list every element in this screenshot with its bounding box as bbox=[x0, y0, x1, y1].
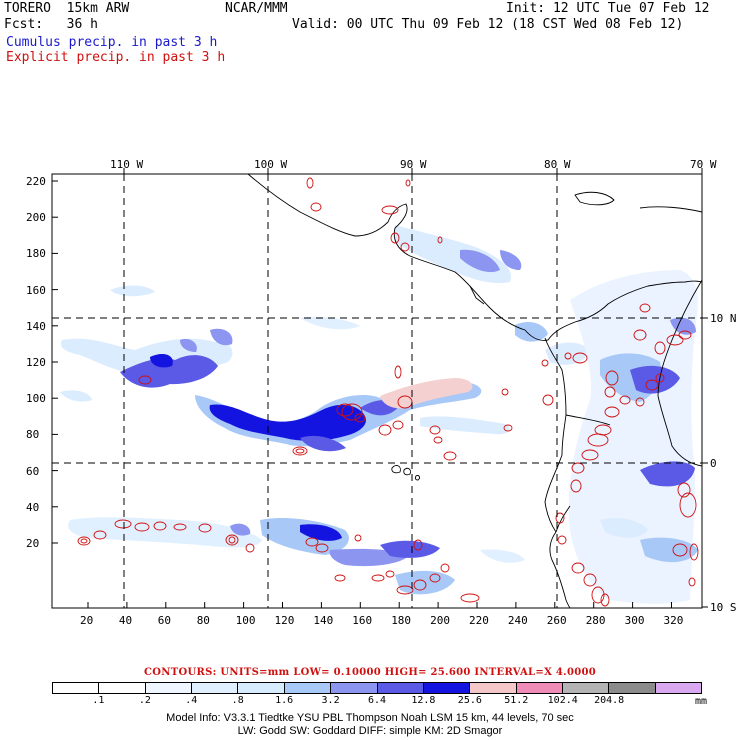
lon-label-90w: 90 W bbox=[400, 158, 427, 171]
forecast-hour: Fcst: 36 h bbox=[4, 17, 98, 32]
model-title: TORERO 15km ARW bbox=[4, 1, 130, 16]
color-scale-label: .2 bbox=[138, 695, 151, 706]
color-scale-label: .1 bbox=[92, 695, 105, 706]
lon-label-110w: 110 W bbox=[110, 158, 144, 171]
lon-label-80w: 80 W bbox=[544, 158, 571, 171]
color-scale-label: 12.8 bbox=[411, 695, 436, 706]
grid-y-tick-label: 80 bbox=[26, 428, 40, 442]
color-scale-swatch bbox=[655, 683, 702, 693]
grid-x-tick-label: 100 bbox=[235, 614, 256, 627]
color-scale-label: .8 bbox=[231, 695, 244, 706]
color-scale-label: .4 bbox=[185, 695, 198, 706]
grid-x-tick-label: 20 bbox=[80, 614, 94, 627]
color-scale-swatch bbox=[192, 683, 239, 693]
color-scale-swatch bbox=[331, 683, 378, 693]
cumulus-precip-areas bbox=[60, 225, 698, 604]
color-scale-label: 25.6 bbox=[457, 695, 482, 706]
color-scale bbox=[52, 682, 702, 694]
color-scale-label: 3.2 bbox=[321, 695, 340, 706]
color-scale-label: 51.2 bbox=[504, 695, 529, 706]
grid-x-tick-label: 260 bbox=[546, 614, 567, 627]
grid-x-tick-label: 220 bbox=[469, 614, 489, 627]
color-scale-swatch bbox=[562, 683, 610, 693]
color-scale-swatch bbox=[609, 683, 656, 693]
color-scale-swatch bbox=[470, 683, 517, 693]
model-info-line1: Model Info: V3.3.1 Tiedtke YSU PBL Thomp… bbox=[166, 712, 574, 724]
grid-x-tick-label: 140 bbox=[313, 614, 334, 627]
grid-y-tick-label: 100 bbox=[26, 392, 46, 406]
contours-info: CONTOURS: UNITS=mm LOW= 0.10000 HIGH= 25… bbox=[144, 667, 596, 678]
color-scale-swatch bbox=[284, 683, 332, 693]
grid-x-tick-label: 240 bbox=[507, 614, 528, 627]
model-info-line2: LW: Godd SW: Goddard DIFF: simple KM: 2D… bbox=[237, 725, 503, 737]
grid-x-tick-label: 180 bbox=[391, 614, 412, 627]
grid-y-tick-label: 200 bbox=[26, 211, 46, 225]
color-scale-label: 1.6 bbox=[275, 695, 294, 706]
color-scale-swatch bbox=[377, 683, 424, 693]
lat-label-0: 0 bbox=[710, 457, 717, 470]
lat-label-10n: 10 N bbox=[710, 312, 737, 325]
grid-x-tick-label: 60 bbox=[157, 614, 172, 627]
lon-label-70w: 70 W bbox=[690, 158, 717, 171]
grid-y-tick-label: 140 bbox=[26, 319, 46, 333]
grid-y-tick-label: 60 bbox=[26, 464, 40, 478]
lon-label-100w: 100 W bbox=[254, 158, 288, 171]
grid-x-tick-label: 80 bbox=[196, 614, 210, 627]
grid-x-tick-label: 280 bbox=[585, 614, 606, 627]
grid-y-tick-label: 40 bbox=[26, 500, 40, 514]
grid-y-tick-label: 160 bbox=[26, 283, 46, 297]
valid-time: Valid: 00 UTC Thu 09 Feb 12 (18 CST Wed … bbox=[292, 17, 684, 32]
precip-map bbox=[51, 168, 708, 609]
color-scale-swatch bbox=[238, 683, 285, 693]
grid-y-tick-label: 180 bbox=[26, 247, 46, 261]
color-scale-label: 102.4 bbox=[547, 695, 578, 706]
grid-x-tick-label: 200 bbox=[430, 614, 450, 627]
grid-x-tick-label: 320 bbox=[663, 614, 684, 627]
grid-x-tick-label: 160 bbox=[352, 614, 373, 627]
legend-explicit: Explicit precip. in past 3 h bbox=[6, 50, 226, 65]
lat-label-10s: 10 S bbox=[710, 601, 737, 614]
org-label: NCAR/MMM bbox=[225, 1, 288, 16]
grid-x-tick-label: 300 bbox=[624, 614, 645, 627]
color-scale-label: 6.4 bbox=[367, 695, 387, 706]
grid-x-tick-label: 120 bbox=[274, 614, 295, 627]
coastlines bbox=[247, 173, 703, 609]
grid-y-tick-label: 20 bbox=[26, 537, 40, 550]
scale-unit: mm bbox=[695, 696, 708, 707]
axis-ticks bbox=[123, 168, 708, 608]
grid-y-tick-label: 120 bbox=[26, 356, 46, 369]
color-scale-label: 204.8 bbox=[594, 695, 625, 706]
lat-lon-grid bbox=[52, 174, 702, 608]
init-time: Init: 12 UTC Tue 07 Feb 12 bbox=[506, 1, 710, 16]
color-scale-swatch bbox=[145, 683, 193, 693]
grid-y-tick-label: 220 bbox=[26, 175, 46, 188]
explicit-precip-contours bbox=[77, 177, 699, 607]
color-scale-swatch bbox=[423, 683, 471, 693]
color-scale-swatch bbox=[516, 683, 563, 693]
grid-x-tick-label: 40 bbox=[118, 614, 133, 627]
color-scale-labels: .1 .2 .4 .8 1.6 3.2 6.4 12.8 25.6 51.2 102.4 204.8 bbox=[52, 695, 702, 707]
legend-cumulus: Cumulus precip. in past 3 h bbox=[6, 35, 218, 50]
color-scale-swatch bbox=[99, 683, 146, 693]
color-scale-swatch bbox=[53, 683, 100, 693]
